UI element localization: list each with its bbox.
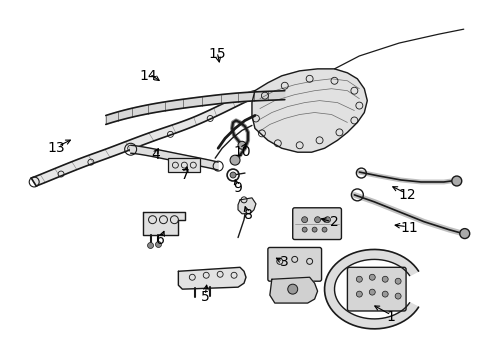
- Polygon shape: [238, 198, 255, 214]
- Text: 3: 3: [280, 255, 288, 269]
- Polygon shape: [251, 69, 366, 152]
- Circle shape: [382, 276, 387, 282]
- Circle shape: [322, 227, 326, 232]
- Text: 13: 13: [47, 141, 65, 155]
- Text: 10: 10: [233, 145, 250, 159]
- Circle shape: [230, 155, 240, 165]
- Text: 11: 11: [399, 221, 417, 235]
- Text: 14: 14: [140, 69, 157, 83]
- Circle shape: [451, 176, 461, 186]
- Circle shape: [394, 278, 400, 284]
- Circle shape: [302, 227, 306, 232]
- FancyBboxPatch shape: [292, 208, 341, 239]
- Text: 7: 7: [181, 168, 189, 182]
- Circle shape: [356, 291, 362, 297]
- Circle shape: [324, 217, 330, 223]
- Circle shape: [230, 172, 236, 178]
- Circle shape: [356, 276, 362, 282]
- Polygon shape: [324, 249, 418, 329]
- Circle shape: [301, 217, 307, 223]
- Text: 12: 12: [397, 188, 415, 202]
- Circle shape: [155, 242, 161, 247]
- Circle shape: [459, 229, 469, 239]
- Circle shape: [311, 227, 316, 232]
- Text: 4: 4: [151, 148, 160, 162]
- Polygon shape: [130, 145, 218, 170]
- Polygon shape: [269, 277, 317, 303]
- Circle shape: [287, 284, 297, 294]
- Polygon shape: [31, 91, 254, 186]
- Polygon shape: [105, 91, 284, 125]
- Polygon shape: [178, 267, 245, 289]
- Text: 8: 8: [243, 208, 252, 222]
- Text: 9: 9: [233, 181, 242, 195]
- FancyBboxPatch shape: [346, 267, 405, 311]
- FancyBboxPatch shape: [267, 247, 321, 281]
- Circle shape: [368, 289, 374, 295]
- Text: 5: 5: [201, 290, 209, 304]
- Text: 6: 6: [156, 233, 164, 247]
- Circle shape: [394, 293, 400, 299]
- Circle shape: [368, 274, 374, 280]
- Text: 15: 15: [208, 47, 225, 61]
- Circle shape: [314, 217, 320, 223]
- Circle shape: [382, 291, 387, 297]
- Circle shape: [238, 141, 245, 149]
- Circle shape: [147, 243, 153, 248]
- Bar: [168, 158, 200, 172]
- Text: 1: 1: [386, 310, 395, 324]
- Text: 2: 2: [329, 215, 338, 229]
- Polygon shape: [142, 212, 185, 235]
